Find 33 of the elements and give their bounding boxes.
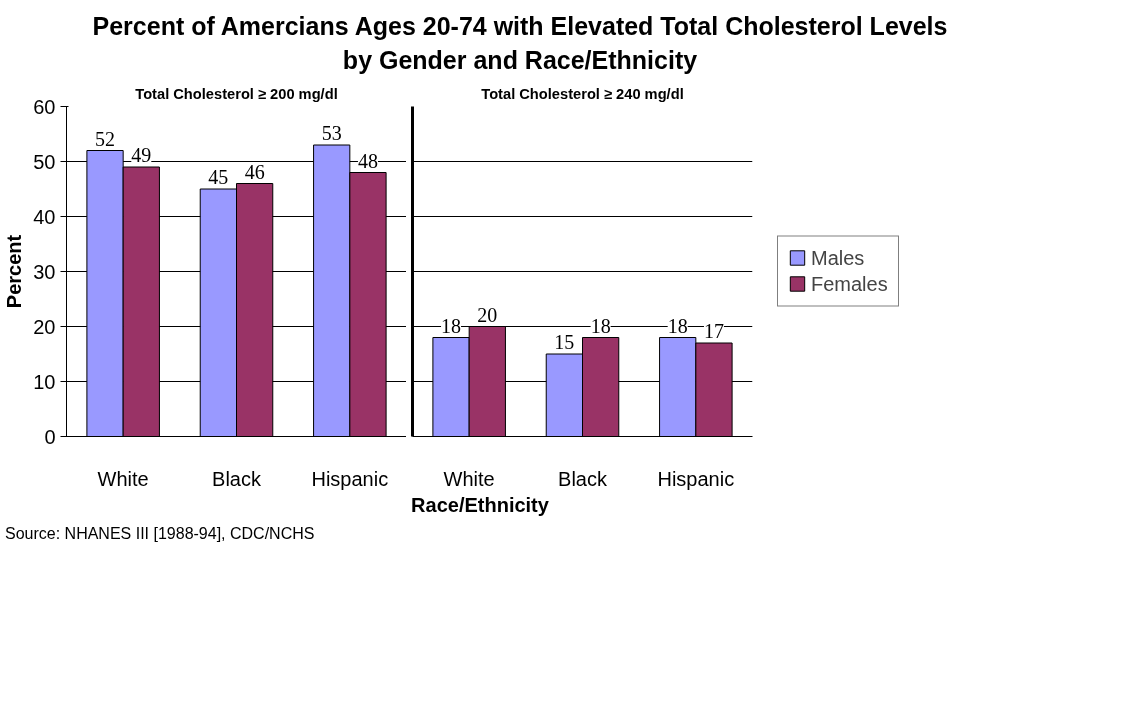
data-label: 52 [95, 127, 116, 149]
text: Percent of Amercians Ages 20-74 with Elevated Total Cholesterol Levels by Gender and Race/Ethnicity [91, 11, 949, 76]
data-label: 18 [441, 314, 462, 336]
x-axis-title: Race/Ethnicity [411, 492, 549, 518]
data-label: 17 [703, 319, 724, 342]
y-tick-label: 0 [44, 425, 56, 447]
y-tick-label: 30 [33, 260, 56, 282]
y-axis-title: Percent [3, 233, 26, 308]
data-label: 53 [321, 121, 342, 144]
source-note: Source: NHANES III [1988-94], CDC/NCHS [5, 523, 315, 544]
data-label: 20 [477, 303, 498, 325]
x-tick-label: Black [558, 467, 608, 489]
x-tick-label: Hispanic [657, 467, 735, 489]
y-tick-label: 60 [33, 95, 56, 117]
x-tick-label: White [97, 467, 149, 489]
y-tick-label: 50 [33, 150, 56, 172]
x-tick-label: Black [212, 467, 262, 489]
legend-label: Females [811, 272, 888, 295]
y-tick-label: 40 [33, 205, 56, 227]
data-label: 49 [131, 143, 152, 166]
data-label: 46 [244, 160, 265, 182]
data-label: 45 [208, 165, 229, 188]
chart-subtitle: Total Cholesterol ≥ 200 mg/dl [135, 85, 338, 101]
data-label: 48 [357, 149, 378, 171]
chart-subtitle: Total Cholesterol ≥ 240 mg/dl [481, 85, 684, 101]
legend-label: Males [811, 246, 865, 269]
y-tick-label: 20 [33, 315, 56, 337]
x-tick-label: White [443, 467, 495, 489]
data-label: 18 [667, 314, 688, 336]
y-tick-label: 10 [33, 370, 56, 392]
x-tick-label: Hispanic [311, 467, 389, 489]
data-label: 15 [554, 330, 575, 353]
data-label: 18 [590, 314, 611, 336]
